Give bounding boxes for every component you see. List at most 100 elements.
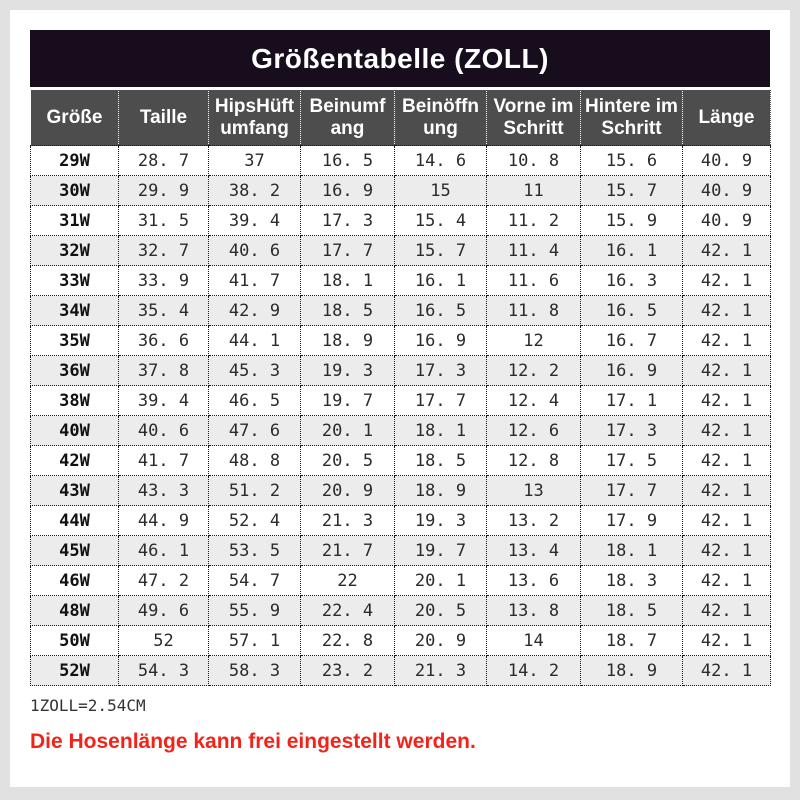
- size-cell: 50W: [30, 625, 119, 656]
- table-row: 35W 36. 6 44. 1 18. 9 16. 9 12 16. 7 42. 1: [30, 325, 771, 356]
- size-cell: 31W: [30, 205, 119, 236]
- value-cell: 22. 8: [300, 625, 395, 656]
- value-cell: 12. 4: [486, 385, 581, 416]
- value-cell: 12. 6: [486, 415, 581, 446]
- value-cell: 41. 7: [208, 265, 301, 296]
- value-cell: 13. 4: [486, 535, 581, 566]
- value-cell: 18. 9: [580, 655, 683, 686]
- value-cell: 57. 1: [208, 625, 301, 656]
- value-cell: 45. 3: [208, 355, 301, 386]
- value-cell: 16. 9: [580, 355, 683, 386]
- table-row: 33W 33. 9 41. 7 18. 1 16. 1 11. 6 16. 3 42. 1: [30, 265, 771, 296]
- column-header: Vorne im Schritt: [486, 89, 581, 146]
- value-cell: 10. 8: [486, 145, 581, 176]
- table-row: 32W 32. 7 40. 6 17. 7 15. 7 11. 4 16. 1 42. 1: [30, 235, 771, 266]
- size-cell: 30W: [30, 175, 119, 206]
- table-row: 30W 29. 9 38. 2 16. 9 15 11 15. 7 40. 9: [30, 175, 771, 206]
- value-cell: 16. 3: [580, 265, 683, 296]
- value-cell: 15. 9: [580, 205, 683, 236]
- value-cell: 18. 5: [300, 295, 395, 326]
- value-cell: 19. 3: [394, 505, 487, 536]
- column-header: Länge: [682, 89, 771, 146]
- value-cell: 20. 9: [394, 625, 487, 656]
- value-cell: 16. 7: [580, 325, 683, 356]
- value-cell: 21. 3: [394, 655, 487, 686]
- value-cell: 18. 7: [580, 625, 683, 656]
- table-row: 34W 35. 4 42. 9 18. 5 16. 5 11. 8 16. 5 42. 1: [30, 295, 771, 326]
- table-row: 38W 39. 4 46. 5 19. 7 17. 7 12. 4 17. 1 42. 1: [30, 385, 771, 416]
- size-chart-title: Größentabelle (ZOLL): [30, 30, 770, 87]
- value-cell: 47. 2: [118, 565, 209, 596]
- value-cell: 40. 6: [118, 415, 209, 446]
- value-cell: 42. 1: [682, 475, 771, 506]
- size-cell: 44W: [30, 505, 119, 536]
- table-row: 31W 31. 5 39. 4 17. 3 15. 4 11. 2 15. 9 40. 9: [30, 205, 771, 236]
- size-cell: 52W: [30, 655, 119, 686]
- value-cell: 58. 3: [208, 655, 301, 686]
- value-cell: 42. 1: [682, 265, 771, 296]
- value-cell: 29. 9: [118, 175, 209, 206]
- value-cell: 17. 7: [394, 385, 487, 416]
- value-cell: 17. 7: [580, 475, 683, 506]
- value-cell: 13. 6: [486, 565, 581, 596]
- size-cell: 45W: [30, 535, 119, 566]
- value-cell: 47. 6: [208, 415, 301, 446]
- table-row: 42W 41. 7 48. 8 20. 5 18. 5 12. 8 17. 5 42. 1: [30, 445, 771, 476]
- value-cell: 21. 7: [300, 535, 395, 566]
- size-cell: 40W: [30, 415, 119, 446]
- value-cell: 16. 5: [394, 295, 487, 326]
- table-row: 29W 28. 7 37 16. 5 14. 6 10. 8 15. 6 40. 9: [30, 145, 771, 176]
- value-cell: 52. 4: [208, 505, 301, 536]
- value-cell: 51. 2: [208, 475, 301, 506]
- value-cell: 18. 5: [394, 445, 487, 476]
- value-cell: 18. 3: [580, 565, 683, 596]
- value-cell: 17. 9: [580, 505, 683, 536]
- value-cell: 18. 9: [394, 475, 487, 506]
- value-cell: 19. 7: [300, 385, 395, 416]
- value-cell: 20. 1: [394, 565, 487, 596]
- value-cell: 11: [486, 175, 581, 206]
- value-cell: 31. 5: [118, 205, 209, 236]
- value-cell: 15. 6: [580, 145, 683, 176]
- size-cell: 43W: [30, 475, 119, 506]
- value-cell: 33. 9: [118, 265, 209, 296]
- value-cell: 16. 9: [300, 175, 395, 206]
- value-cell: 11. 8: [486, 295, 581, 326]
- value-cell: 20. 5: [394, 595, 487, 626]
- value-cell: 42. 1: [682, 505, 771, 536]
- value-cell: 28. 7: [118, 145, 209, 176]
- column-header: Beinumf ang: [300, 89, 395, 146]
- value-cell: 20. 1: [300, 415, 395, 446]
- table-row: 52W 54. 3 58. 3 23. 2 21. 3 14. 2 18. 9 42. 1: [30, 655, 771, 686]
- value-cell: 12. 8: [486, 445, 581, 476]
- value-cell: 11. 2: [486, 205, 581, 236]
- value-cell: 42. 1: [682, 355, 771, 386]
- value-cell: 19. 7: [394, 535, 487, 566]
- size-cell: 32W: [30, 235, 119, 266]
- value-cell: 18. 9: [300, 325, 395, 356]
- size-chart: Größentabelle (ZOLL) Größe Taille HipsHüft…: [30, 30, 771, 754]
- value-cell: 39. 4: [208, 205, 301, 236]
- size-cell: 33W: [30, 265, 119, 296]
- value-cell: 17. 1: [580, 385, 683, 416]
- table-row: 40W 40. 6 47. 6 20. 1 18. 1 12. 6 17. 3 42. 1: [30, 415, 771, 446]
- value-cell: 18. 5: [580, 595, 683, 626]
- content-card: Größentabelle (ZOLL) Größe Taille HipsHüft…: [10, 10, 790, 787]
- value-cell: 22. 4: [300, 595, 395, 626]
- value-cell: 42. 1: [682, 235, 771, 266]
- value-cell: 17. 3: [580, 415, 683, 446]
- column-header: Größe: [30, 89, 119, 146]
- value-cell: 46. 1: [118, 535, 209, 566]
- value-cell: 15. 7: [580, 175, 683, 206]
- value-cell: 40. 9: [682, 175, 771, 206]
- value-cell: 42. 1: [682, 295, 771, 326]
- table-row: 44W 44. 9 52. 4 21. 3 19. 3 13. 2 17. 9 42. 1: [30, 505, 771, 536]
- value-cell: 16. 5: [300, 145, 395, 176]
- value-cell: 37. 8: [118, 355, 209, 386]
- value-cell: 42. 1: [682, 445, 771, 476]
- value-cell: 40. 6: [208, 235, 301, 266]
- value-cell: 14: [486, 625, 581, 656]
- value-cell: 15: [394, 175, 487, 206]
- size-cell: 48W: [30, 595, 119, 626]
